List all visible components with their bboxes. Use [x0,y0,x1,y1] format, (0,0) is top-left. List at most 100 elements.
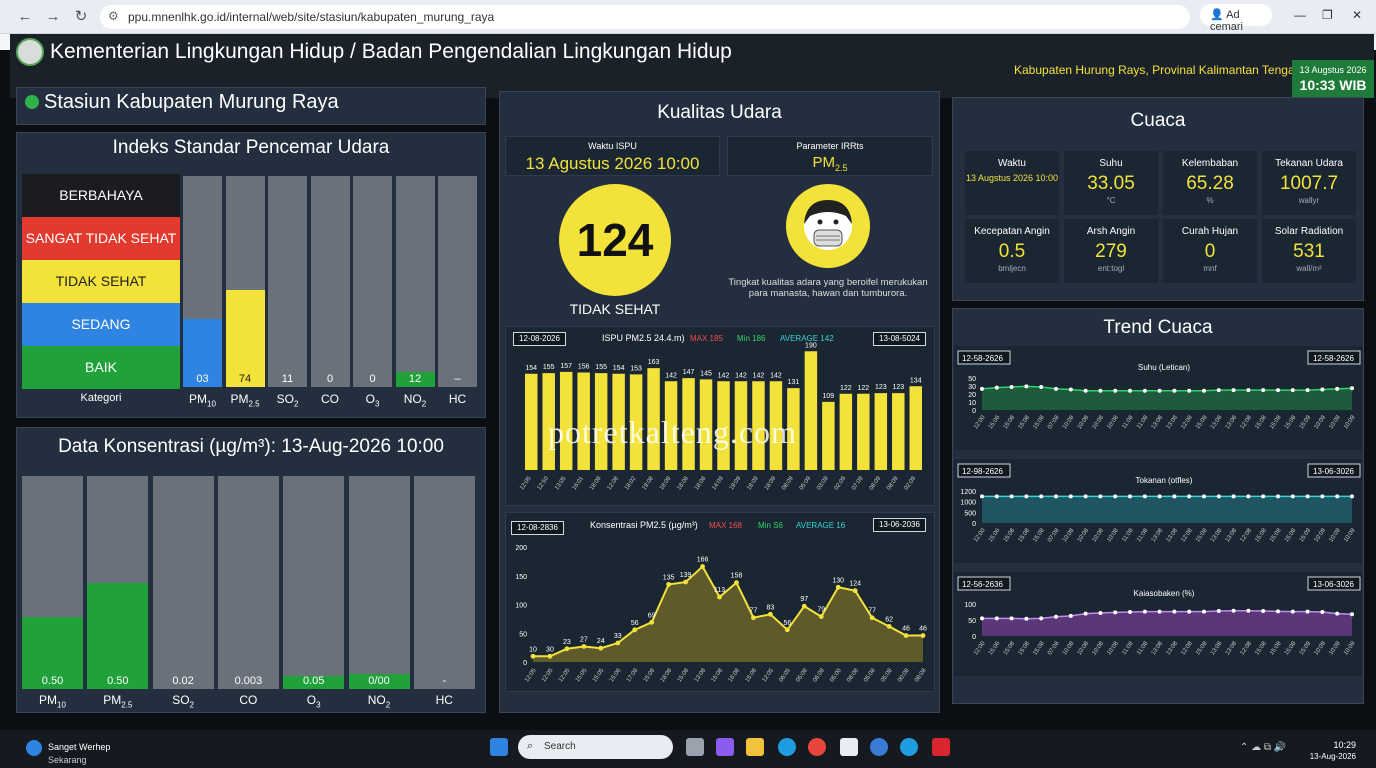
trend-y-tick: 100 [964,602,976,609]
close-icon[interactable]: ✕ [1352,8,1363,22]
kons-bar-value-2: 0.02 [172,675,194,687]
pollutant-name: PM [39,693,58,707]
minimize-icon[interactable]: — [1294,8,1306,22]
ispu-x-tick: 18:06 [676,475,690,491]
clock-time: 10:29 [1333,740,1356,750]
kons-bar-label-2: SO2 [153,693,214,709]
ispu-bar [594,373,608,470]
ispu-x-tick: 07:09 [851,475,865,491]
konsen-x-tick: 16:08 [728,667,742,683]
ispu-bar-6 [438,176,477,387]
trend-point [1335,494,1340,499]
cuaca-label-5: Arsh Angin [1086,226,1136,237]
back-icon[interactable]: ← [17,8,33,25]
site-info-icon[interactable]: ⚙ [108,9,119,23]
search-box[interactable]: ⌕ Search [518,735,673,759]
app-icon-2[interactable] [900,738,918,756]
kons-bar-value-0: 0.50 [41,675,64,687]
konsen-point-label: 24 [597,638,605,645]
kons-bar-fill-5 [348,674,410,689]
kons-bar-label-1: PM2.5 [87,693,148,709]
cuaca-cell-2: Kelembaban 65.28% [1163,151,1257,215]
ispu-x-tick: 19:09 [729,475,743,491]
ispu-bar-label: 109 [823,393,835,400]
kons-bar-label-3: CO [218,693,279,709]
trend-area [982,386,1352,410]
edge-icon[interactable] [778,738,796,756]
trend-point [1039,616,1044,621]
ispu-bar [857,393,870,470]
konsen-point-label: 77 [868,608,876,615]
chrome-icon[interactable] [808,738,826,756]
konsen-chart-avg: AVERAGE 16 [796,521,846,530]
trend-point [1290,388,1295,393]
ispu-bar-label-5: NO2 [396,392,435,408]
cuaca-cell-4: Kecepatan Angin 0.5 bmljecn [965,219,1059,283]
trend-point [1128,494,1132,499]
trend-title: Trend Cuaca [1103,317,1213,338]
cuaca-value-6: 0 [1204,241,1216,262]
notification-icon[interactable] [26,740,42,756]
header-date: 13 Augstus 2026 [1299,65,1367,75]
cuaca-value-1: 33.05 [1087,173,1135,194]
trend-point [1083,494,1088,499]
konsen-x-tick: 15:08 [677,667,691,683]
konsen-point [666,581,672,587]
copilot-icon[interactable] [716,738,734,756]
file-explorer-icon[interactable] [746,738,764,756]
konsen-x-tick: 15:08 [643,667,657,683]
ispu-bar-label: 147 [683,369,695,376]
ispu-x-tick: 18:08 [589,475,603,491]
ispu-bar-value-0: 03 [196,373,209,385]
trend-point [994,494,999,499]
ispu-bar [612,373,625,470]
konsen-point-label: 56 [783,620,791,627]
trend-start-tag [957,350,1011,365]
ispu-x-tick: 14:09 [711,475,725,491]
trend-y-tick: 1200 [960,489,976,496]
trend-y-tick: 10 [968,400,976,407]
ispu-bar-0 [183,176,222,387]
store-icon[interactable] [840,738,858,756]
mcafee-icon[interactable] [932,738,950,756]
ad-button[interactable]: 👤 Ad cemari [1200,4,1272,33]
ispu-x-tick: 12:50 [537,475,551,491]
trend-point [1172,388,1177,393]
ispu-bar [525,373,538,470]
tray-icons[interactable]: ⌃ ☁ ⧉ 🔊 [1240,742,1287,753]
trend-point [1276,494,1280,499]
ispu-bar-1 [225,176,265,387]
trend-y-tick: 50 [968,618,976,625]
start-icon[interactable] [490,738,508,756]
trend-point [1128,610,1132,614]
task-view-icon[interactable] [686,738,704,756]
trend-point [1261,388,1266,393]
trend-point [1113,388,1118,393]
konsen-x-tick: 08:08 [914,667,928,683]
konsen-point-label: 139 [680,572,692,579]
pollutant-name: O [365,392,375,406]
search-icon: ⌕ [527,740,534,752]
konsen-chart-end: 13-06-2036 [873,518,926,532]
maximize-icon[interactable]: ❐ [1322,8,1333,22]
pollutant-name: PM [189,392,208,406]
forward-icon[interactable]: → [45,8,61,25]
address-bar[interactable]: ⚙ ppu.mnenlhk.go.id/internal/web/site/st… [100,5,1190,29]
trend-point [1054,614,1058,619]
cuaca-value-7: 531 [1293,241,1325,262]
url-text[interactable]: ppu.mnenlhk.go.id/internal/web/site/stas… [128,10,495,24]
ispu-title: Indeks Standar Pencemar Udara [112,137,390,158]
konsen-point [581,644,587,649]
ispu-bar-label: 154 [525,365,537,372]
konsen-chart-start: 12-08-2836 [511,521,564,535]
trend-point [1216,494,1221,499]
reload-icon[interactable]: ↻ [74,8,88,25]
app-icon-1[interactable] [870,738,888,756]
ispu-bar-label: 155 [595,364,607,371]
ispu-bar-label: 156 [578,364,590,371]
trend-point [1231,494,1236,499]
trend-point [1335,611,1340,616]
ispu-status: TIDAK SEHAT [569,301,661,317]
ispu-bar [647,368,660,470]
